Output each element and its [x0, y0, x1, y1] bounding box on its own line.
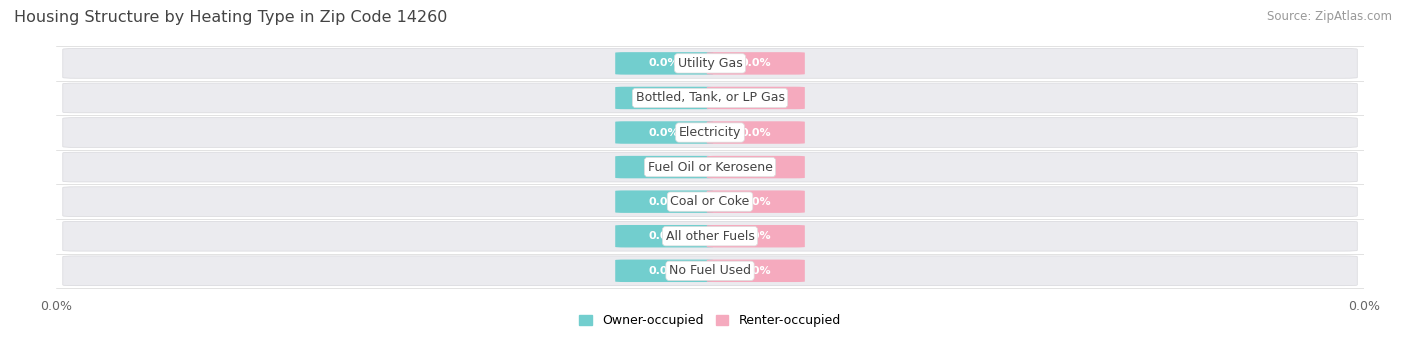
FancyBboxPatch shape: [63, 48, 1357, 78]
Text: Bottled, Tank, or LP Gas: Bottled, Tank, or LP Gas: [636, 91, 785, 104]
FancyBboxPatch shape: [707, 156, 804, 178]
Text: 0.0%: 0.0%: [741, 197, 770, 207]
Text: Source: ZipAtlas.com: Source: ZipAtlas.com: [1267, 10, 1392, 23]
FancyBboxPatch shape: [63, 187, 1357, 217]
FancyBboxPatch shape: [616, 156, 713, 178]
Text: 0.0%: 0.0%: [650, 266, 679, 276]
Text: 0.0%: 0.0%: [741, 266, 770, 276]
FancyBboxPatch shape: [707, 225, 804, 248]
Text: 0.0%: 0.0%: [650, 128, 679, 137]
FancyBboxPatch shape: [616, 87, 713, 109]
Text: 0.0%: 0.0%: [650, 197, 679, 207]
FancyBboxPatch shape: [63, 221, 1357, 251]
FancyBboxPatch shape: [616, 260, 713, 282]
FancyBboxPatch shape: [63, 118, 1357, 147]
Text: No Fuel Used: No Fuel Used: [669, 264, 751, 277]
FancyBboxPatch shape: [707, 121, 804, 144]
Text: Electricity: Electricity: [679, 126, 741, 139]
FancyBboxPatch shape: [616, 225, 713, 248]
FancyBboxPatch shape: [707, 260, 804, 282]
FancyBboxPatch shape: [616, 121, 713, 144]
Text: 0.0%: 0.0%: [741, 128, 770, 137]
FancyBboxPatch shape: [616, 190, 713, 213]
FancyBboxPatch shape: [63, 256, 1357, 286]
Text: Utility Gas: Utility Gas: [678, 57, 742, 70]
Text: 0.0%: 0.0%: [741, 231, 770, 241]
FancyBboxPatch shape: [707, 52, 804, 75]
FancyBboxPatch shape: [616, 52, 713, 75]
Text: Fuel Oil or Kerosene: Fuel Oil or Kerosene: [648, 161, 772, 174]
FancyBboxPatch shape: [707, 87, 804, 109]
FancyBboxPatch shape: [63, 152, 1357, 182]
Legend: Owner-occupied, Renter-occupied: Owner-occupied, Renter-occupied: [575, 309, 845, 332]
FancyBboxPatch shape: [707, 190, 804, 213]
Text: 0.0%: 0.0%: [741, 93, 770, 103]
Text: 0.0%: 0.0%: [741, 162, 770, 172]
Text: Housing Structure by Heating Type in Zip Code 14260: Housing Structure by Heating Type in Zip…: [14, 10, 447, 25]
Text: 0.0%: 0.0%: [650, 231, 679, 241]
Text: 0.0%: 0.0%: [650, 162, 679, 172]
Text: 0.0%: 0.0%: [741, 58, 770, 69]
Text: 0.0%: 0.0%: [650, 93, 679, 103]
FancyBboxPatch shape: [63, 83, 1357, 113]
Text: Coal or Coke: Coal or Coke: [671, 195, 749, 208]
Text: 0.0%: 0.0%: [650, 58, 679, 69]
Text: All other Fuels: All other Fuels: [665, 230, 755, 243]
